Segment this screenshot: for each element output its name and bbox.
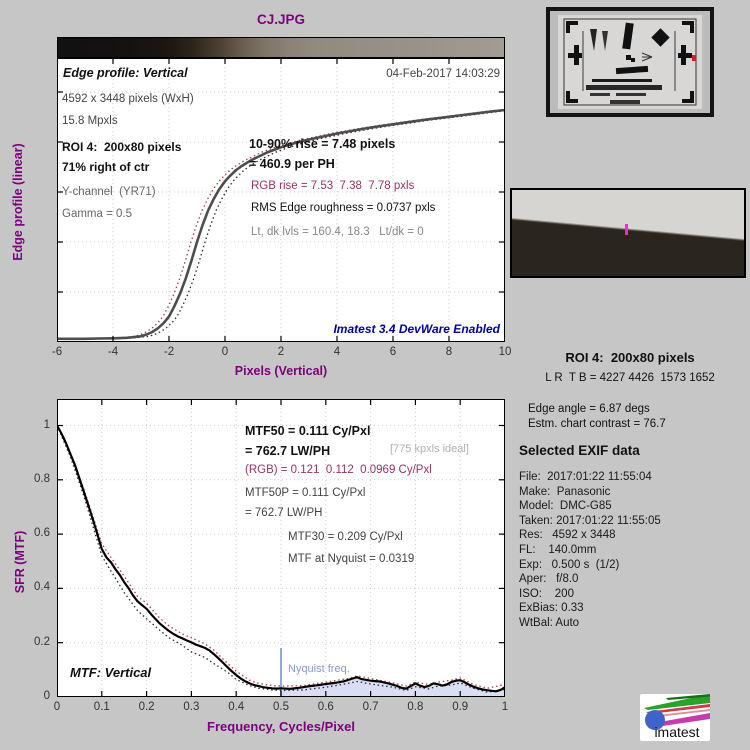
edge-angle-line: Edge angle = 6.87 degs <box>528 403 650 415</box>
panel-roi-coords: L R T B = 4227 4426 1573 1652 <box>545 372 715 384</box>
mtf-y-tick: 1 <box>43 418 50 431</box>
edge-center-marker <box>625 224 628 235</box>
mtf-x-tick: 0.3 <box>183 701 200 713</box>
roi-size-line: ROI 4: 200x80 pixels <box>62 140 182 154</box>
mtf-y-tick: 0.4 <box>34 581 50 594</box>
mtf50-line-1: MTF50 = 0.111 Cy/Pxl <box>245 424 371 438</box>
exif-heading: Selected EXIF data <box>519 443 640 458</box>
mtf-y-tick: 0 <box>43 690 50 702</box>
mtf-x-tick: 0.4 <box>228 701 245 713</box>
roi-crop-thumbnail <box>510 188 746 278</box>
edge-x-tick: -6 <box>51 346 63 358</box>
timestamp: 04-Feb-2017 14:03:29 <box>386 68 500 80</box>
exif-data-list: File: 2017:01:22 11:55:04 Make: Panasonic… <box>519 470 661 631</box>
rms-roughness-line: RMS Edge roughness = 0.0737 pxls <box>251 202 436 214</box>
mtf-curve-canvas <box>57 399 505 697</box>
edge-x-tick-labels: -6 -4 -2 0 2 4 6 8 10 <box>52 346 512 360</box>
mtf-x-tick: 1 <box>501 701 509 713</box>
exif-line: Taken: 2017:01:22 11:55:05 <box>519 514 661 527</box>
roi-position-line: 71% right of ctr <box>62 160 150 174</box>
channel-line: Y-channel (YR71) <box>62 186 156 198</box>
roi-location-marker <box>692 55 696 61</box>
edge-x-tick: 2 <box>277 346 285 358</box>
panel-roi-title: ROI 4: 200x80 pixels <box>565 350 695 365</box>
mtf-corner-label: MTF: Vertical <box>70 665 152 680</box>
mtf-x-tick: 0.5 <box>273 701 289 713</box>
test-chart-thumbnail <box>546 7 714 117</box>
mtf-y-tick: 0.8 <box>34 472 50 485</box>
imatest-logo: imatest <box>640 694 710 741</box>
edge-sample-strip <box>57 37 505 58</box>
mtf-x-tick-labels: 0 0.1 0.2 0.3 0.4 0.5 0.6 0.7 0.8 0.9 1 <box>54 701 508 715</box>
edge-x-axis-label: Pixels (Vertical) <box>234 364 328 378</box>
nyquist-freq-label: Nyquist freq. <box>288 663 350 675</box>
logo-wordmark: imatest <box>654 724 699 740</box>
rise-line-2: = 460.9 per PH <box>249 157 335 171</box>
mtf-y-tick: 0.2 <box>34 635 50 648</box>
exif-line: ISO: 200 <box>519 587 574 600</box>
edge-x-tick: 6 <box>389 346 397 358</box>
mtf-plot <box>57 399 505 697</box>
exif-line: Aper: f/8.0 <box>519 573 579 586</box>
ideal-kpxls-note: [775 kpxls ideal] <box>390 443 469 455</box>
exif-line: FL: 140.0mm <box>519 543 597 556</box>
mtf-x-tick: 0 <box>53 701 61 713</box>
edge-x-tick: 10 <box>498 346 512 358</box>
mtf-x-tick: 0.6 <box>317 701 334 713</box>
mtf-x-tick: 0.2 <box>138 701 155 713</box>
figure-title: CJ.JPG <box>256 12 306 27</box>
edge-x-tick: 0 <box>221 346 229 358</box>
mtf-nyquist-value-line: MTF at Nyquist = 0.0319 <box>288 553 415 565</box>
logo-dot-icon <box>645 710 665 730</box>
mtf50p-line-2: = 762.7 LW/PH <box>245 507 323 519</box>
edge-x-tick: -4 <box>107 346 119 358</box>
mtf-x-tick: 0.8 <box>407 701 424 713</box>
mtf50p-line-1: MTF50P = 0.111 Cy/Pxl <box>245 487 366 499</box>
mtf-x-tick: 0.1 <box>93 701 110 713</box>
rgb-rise-line: RGB rise = 7.53 7.38 7.78 pxls <box>251 180 415 192</box>
rise-line-1: 10-90% rise = 7.48 pixels <box>249 137 396 151</box>
exif-line: Exp: 0.500 s (1/2) <box>519 558 620 571</box>
edge-x-tick: -2 <box>163 346 175 358</box>
megapixel-line: 15.8 Mpxls <box>62 115 118 127</box>
mtf-x-tick: 0.7 <box>362 701 379 713</box>
exif-line: ExBias: 0.33 <box>519 602 584 615</box>
mtf50-line-2: = 762.7 LW/PH <box>245 444 331 458</box>
edge-profile-plot <box>57 58 505 342</box>
edge-profile-curve-canvas <box>57 58 505 342</box>
light-dark-levels-line: Lt, dk lvls = 160.4, 18.3 Lt/dk = 0 <box>251 226 424 238</box>
exif-line: Make: Panasonic <box>519 485 611 498</box>
mtf-y-tick: 0.6 <box>34 527 50 540</box>
exif-line: Res: 4592 x 3448 <box>519 529 616 542</box>
mtf-y-tick-labels: 0 0.2 0.4 0.6 0.8 1 <box>24 399 52 703</box>
edge-x-tick: 8 <box>445 346 453 358</box>
mtf-rgb-line: (RGB) = 0.121 0.112 0.0969 Cy/Pxl <box>245 464 432 476</box>
mtf-x-axis-label: Frequency, Cycles/Pixel <box>207 719 355 734</box>
mtf-x-tick: 0.9 <box>452 701 469 713</box>
resolution-line: 4592 x 3448 pixels (WxH) <box>62 93 194 105</box>
edge-plot-heading: Edge profile: Vertical <box>63 66 188 80</box>
devware-watermark: Imatest 3.4 DevWare Enabled <box>333 322 500 336</box>
exif-line: WtBal: Auto <box>519 616 580 629</box>
gamma-line: Gamma = 0.5 <box>62 208 132 220</box>
mtf30-line: MTF30 = 0.209 Cy/Pxl <box>288 531 403 543</box>
chart-contrast-line: Estm. chart contrast = 76.7 <box>528 418 666 430</box>
exif-line: Model: DMC-G85 <box>519 500 612 513</box>
exif-line: File: 2017:01:22 11:55:04 <box>519 471 652 483</box>
edge-x-tick: 4 <box>333 346 341 358</box>
